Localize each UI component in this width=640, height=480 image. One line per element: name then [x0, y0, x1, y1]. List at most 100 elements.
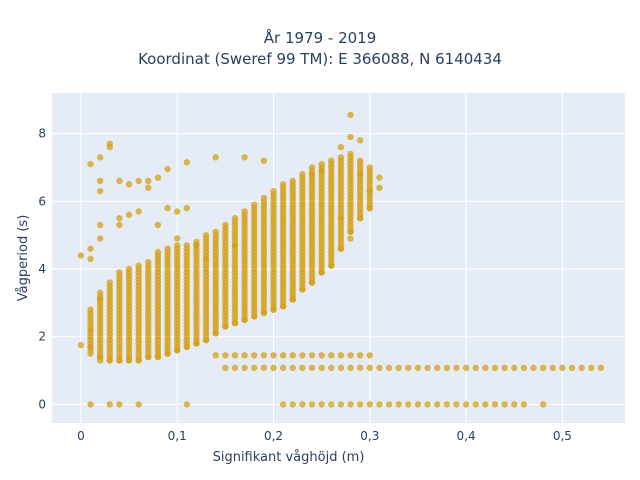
data-point [270, 188, 276, 194]
data-point [338, 144, 344, 150]
data-point [97, 178, 103, 184]
data-point [261, 310, 267, 316]
scatter-plot: 0 0,1 0,2 0,3 0,4 0,5 02468 Signifikant våghö… [0, 0, 640, 480]
data-point [87, 327, 93, 333]
data-point [280, 401, 286, 407]
data-point [328, 365, 334, 371]
data-point [203, 337, 209, 343]
data-point [559, 365, 565, 371]
data-point [184, 159, 190, 165]
data-point [155, 249, 161, 255]
data-point [145, 185, 151, 191]
data-point [174, 235, 180, 241]
data-point [424, 365, 430, 371]
data-point [367, 352, 373, 358]
data-point [540, 365, 546, 371]
data-point [367, 365, 373, 371]
data-point [328, 157, 334, 163]
data-point [213, 352, 219, 358]
data-point [357, 171, 363, 177]
data-point [395, 365, 401, 371]
data-point [251, 365, 257, 371]
chart-root: År 1979 - 2019 Koordinat (Sweref 99 TM):… [0, 0, 640, 480]
data-point [290, 296, 296, 302]
data-point [357, 137, 363, 143]
data-point [415, 365, 421, 371]
data-point [473, 401, 479, 407]
data-point [155, 174, 161, 180]
data-point [135, 208, 141, 214]
data-point [116, 215, 122, 221]
data-point [453, 365, 459, 371]
data-point [213, 229, 219, 235]
data-point [521, 401, 527, 407]
data-point [78, 252, 84, 258]
data-point [155, 354, 161, 360]
data-point [116, 269, 122, 275]
data-point [270, 365, 276, 371]
data-point [126, 212, 132, 218]
y-tick-label: 6 [38, 194, 46, 208]
data-point [453, 401, 459, 407]
data-point [164, 166, 170, 172]
data-point [386, 365, 392, 371]
data-point [405, 401, 411, 407]
data-point [318, 365, 324, 371]
x-tick-labels: 0 0,1 0,2 0,3 0,4 0,5 [77, 429, 572, 443]
data-point [367, 205, 373, 211]
data-point [251, 201, 257, 207]
data-point [434, 401, 440, 407]
data-point [97, 235, 103, 241]
data-point [232, 320, 238, 326]
data-point [116, 178, 122, 184]
data-point [135, 357, 141, 363]
data-point [155, 222, 161, 228]
data-point [87, 401, 93, 407]
data-point [424, 401, 430, 407]
y-tick-label: 0 [38, 397, 46, 411]
data-point [290, 365, 296, 371]
data-point [395, 401, 401, 407]
data-point [578, 365, 584, 371]
data-point [251, 352, 257, 358]
data-point [318, 352, 324, 358]
data-point [107, 144, 113, 150]
data-point [309, 365, 315, 371]
data-point [299, 365, 305, 371]
data-point [492, 365, 498, 371]
data-point [492, 401, 498, 407]
data-point [473, 365, 479, 371]
data-point [328, 401, 334, 407]
data-point [261, 157, 267, 163]
data-point [463, 401, 469, 407]
data-point [145, 354, 151, 360]
data-point [347, 365, 353, 371]
data-point [174, 208, 180, 214]
data-point [213, 154, 219, 160]
data-point [530, 365, 536, 371]
data-point [87, 256, 93, 262]
x-tick-label: 0,3 [360, 429, 379, 443]
data-point [338, 401, 344, 407]
data-point [347, 229, 353, 235]
data-point [97, 296, 103, 302]
data-point [521, 365, 527, 371]
data-point [78, 342, 84, 348]
data-point [280, 303, 286, 309]
data-point [261, 365, 267, 371]
data-point [232, 365, 238, 371]
data-point [309, 164, 315, 170]
x-tick-label: 0,5 [553, 429, 572, 443]
data-point [126, 181, 132, 187]
data-point [501, 365, 507, 371]
data-point [135, 262, 141, 268]
data-point [222, 323, 228, 329]
data-point [203, 232, 209, 238]
data-point [318, 168, 324, 174]
data-point [241, 317, 247, 323]
x-tick-label: 0,2 [264, 429, 283, 443]
data-point [97, 154, 103, 160]
data-point [145, 259, 151, 265]
y-tick-label: 2 [38, 330, 46, 344]
data-point [357, 352, 363, 358]
